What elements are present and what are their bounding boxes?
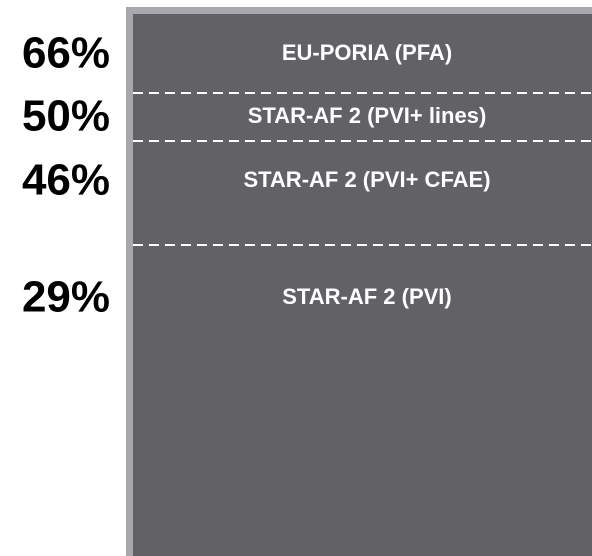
value-label-4: 29% bbox=[22, 273, 110, 322]
segment-label-4: STAR-AF 2 (PVI) bbox=[282, 284, 451, 309]
segment-label-2: STAR-AF 2 (PVI+ lines) bbox=[248, 103, 487, 128]
value-label-2: 50% bbox=[22, 92, 110, 141]
segment-dividers bbox=[133, 92, 592, 246]
value-labels: 66% 50% 46% 29% bbox=[22, 29, 110, 322]
value-label-3: 46% bbox=[22, 156, 110, 205]
value-label-1: 66% bbox=[22, 29, 110, 78]
segment-labels: EU-PORIA (PFA) STAR-AF 2 (PVI+ lines) STAR… bbox=[243, 40, 490, 309]
segment-label-1: EU-PORIA (PFA) bbox=[282, 40, 452, 65]
bar-fill bbox=[133, 14, 592, 556]
segment-label-3: STAR-AF 2 (PVI+ CFAE) bbox=[243, 167, 490, 192]
